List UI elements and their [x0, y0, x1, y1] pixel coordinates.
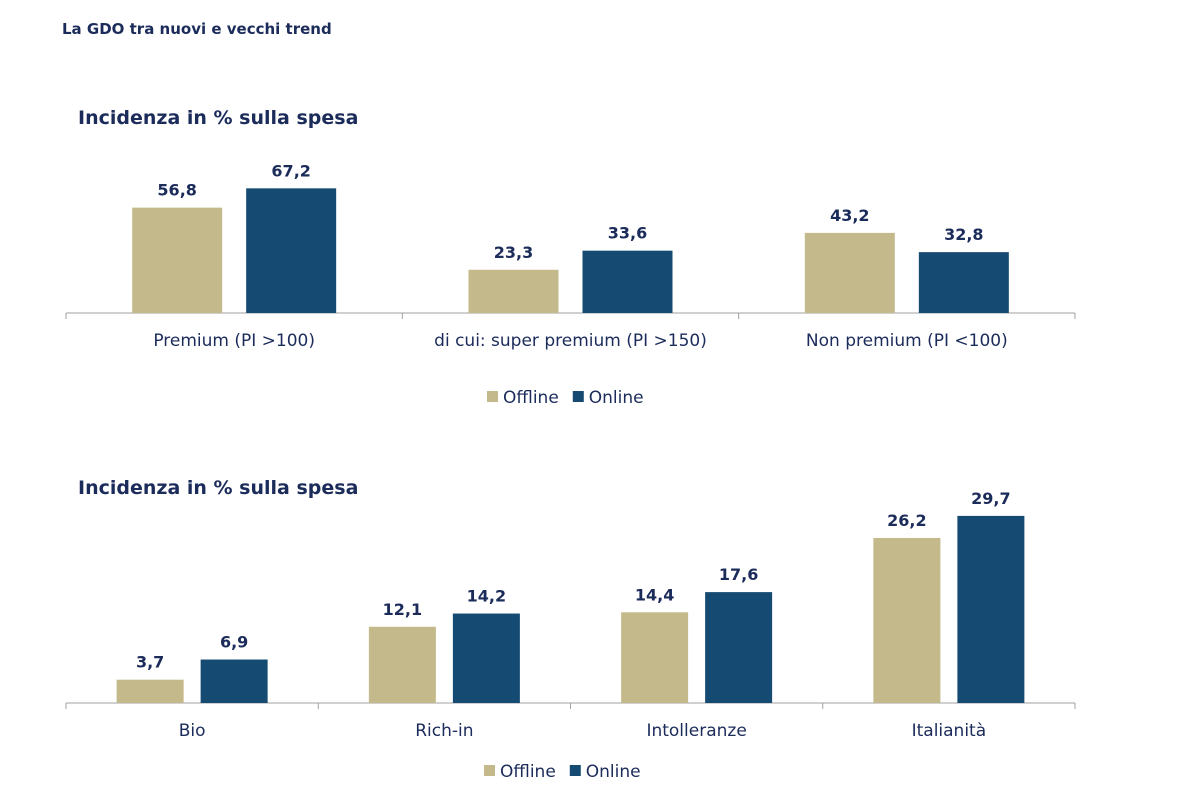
bar-offline — [468, 269, 559, 313]
bar-online — [705, 592, 773, 703]
bar-online — [582, 250, 673, 313]
data-label: 32,8 — [944, 225, 983, 244]
data-label: 67,2 — [271, 161, 310, 180]
bar-offline — [804, 232, 895, 313]
data-label: 14,2 — [467, 587, 506, 606]
bar-online — [957, 515, 1025, 703]
chart-title: Incidenza in % sulla spesa — [78, 477, 358, 499]
legend-label-online: Online — [589, 388, 644, 408]
data-label: 3,7 — [136, 653, 164, 672]
legend-swatch-offline — [484, 765, 495, 776]
data-label: 23,3 — [494, 243, 533, 262]
data-label: 43,2 — [830, 206, 869, 225]
category-label: Intolleranze — [646, 721, 746, 741]
bar-offline — [132, 207, 223, 313]
bar-offline — [116, 679, 184, 703]
bar-offline — [368, 626, 436, 703]
legend-swatch-offline — [487, 391, 498, 402]
data-label: 56,8 — [157, 181, 196, 200]
bar-online — [200, 659, 268, 703]
data-label: 26,2 — [887, 511, 926, 530]
legend-label-online: Online — [586, 762, 641, 782]
bar-online — [918, 252, 1009, 313]
legend-label-offline: Offline — [500, 762, 556, 782]
category-label: Rich-in — [415, 721, 473, 741]
data-label: 17,6 — [719, 565, 758, 584]
category-label: Bio — [179, 721, 206, 741]
bar-offline — [621, 612, 689, 703]
page-title: La GDO tra nuovi e vecchi trend — [62, 20, 332, 38]
chart-title: Incidenza in % sulla spesa — [78, 107, 358, 129]
bar-online — [246, 188, 337, 313]
bar-offline — [873, 537, 941, 703]
legend-label-offline: Offline — [503, 388, 559, 408]
category-label: di cui: super premium (PI >150) — [434, 331, 707, 351]
data-label: 14,4 — [635, 585, 674, 604]
category-label: Italianità — [912, 721, 987, 741]
legend-swatch-online — [569, 765, 581, 776]
data-label: 6,9 — [220, 633, 248, 652]
data-label: 29,7 — [971, 489, 1010, 508]
category-label: Non premium (PI <100) — [806, 331, 1008, 351]
data-label: 12,1 — [383, 600, 422, 619]
legend-swatch-online — [572, 391, 584, 402]
data-label: 33,6 — [608, 224, 647, 243]
category-label: Premium (PI >100) — [153, 331, 315, 351]
bar-online — [452, 613, 520, 703]
